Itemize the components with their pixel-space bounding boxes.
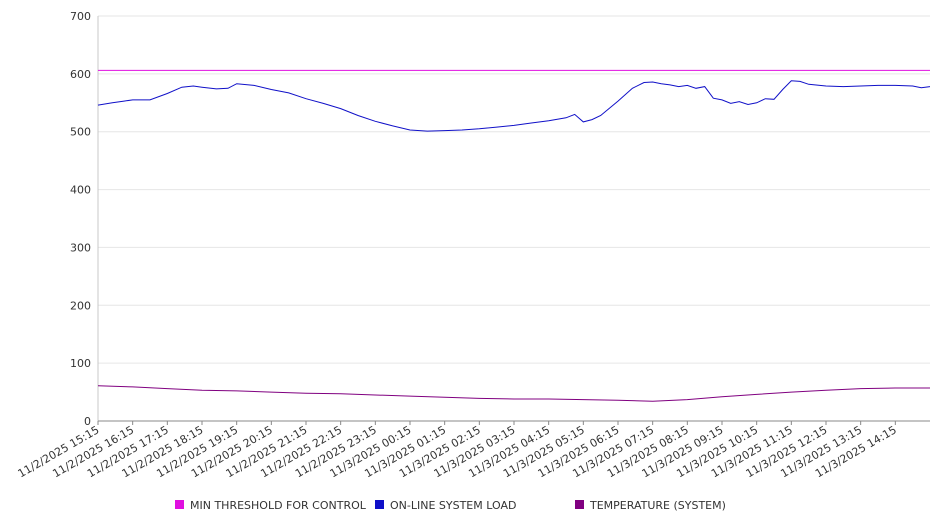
y-tick-label: 100: [70, 357, 91, 370]
gridlines: [98, 15, 930, 364]
legend-item: TEMPERATURE (SYSTEM): [575, 499, 726, 512]
legend-item: MIN THRESHOLD FOR CONTROL: [175, 499, 367, 512]
legend-swatch: [175, 500, 184, 509]
series-line: [97, 385, 930, 402]
y-tick-label: 200: [70, 299, 91, 312]
legend-label: TEMPERATURE (SYSTEM): [589, 499, 726, 512]
y-tick-label: 500: [70, 126, 91, 139]
legend-swatch: [375, 500, 384, 509]
y-tick-label: 300: [70, 241, 91, 254]
y-tick-label: 600: [70, 68, 91, 81]
legend-label: ON-LINE SYSTEM LOAD: [390, 499, 516, 512]
legend-item: ON-LINE SYSTEM LOAD: [375, 499, 516, 512]
y-tick-label: 0: [84, 415, 91, 428]
y-tick-label: 400: [70, 184, 91, 197]
legend: MIN THRESHOLD FOR CONTROL ON-LINE SYSTEM …: [175, 499, 726, 512]
series-lines: [97, 69, 931, 402]
legend-swatch: [575, 500, 584, 509]
series-line: [97, 80, 931, 132]
legend-label: MIN THRESHOLD FOR CONTROL: [190, 499, 367, 512]
y-tick-label: 700: [70, 10, 91, 23]
y-axis-ticks: 0 100 200 300 400 500 600 700: [70, 10, 91, 428]
axes: [97, 16, 930, 422]
